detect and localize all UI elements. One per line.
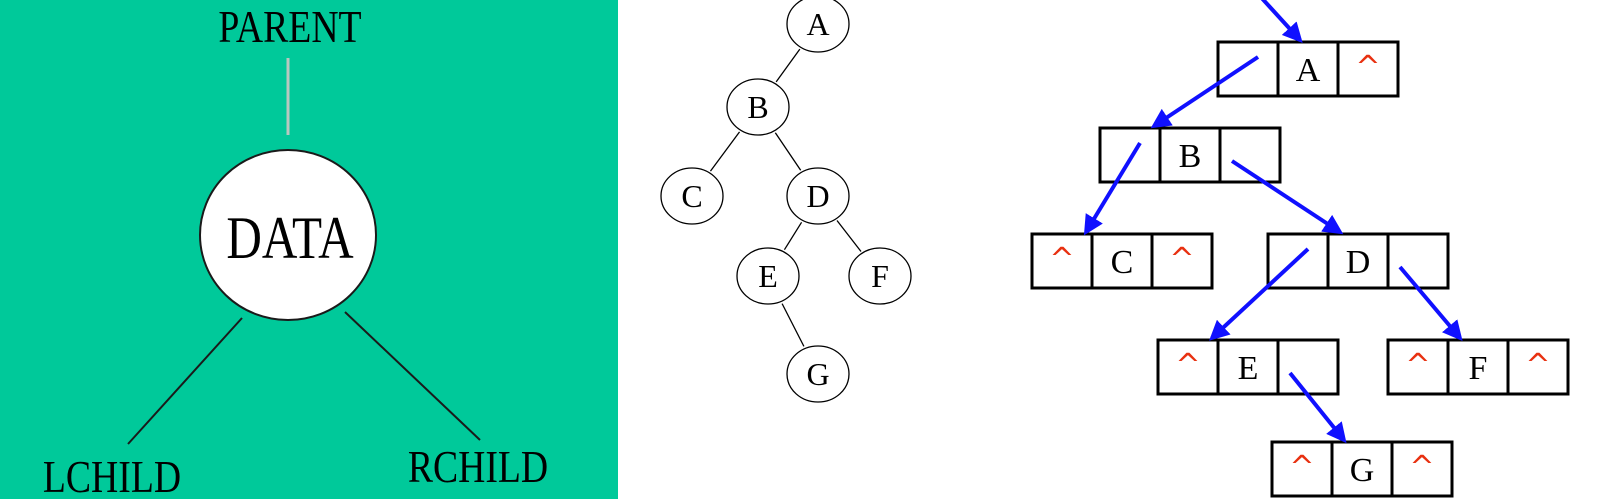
linked-node-E: E^ (1156, 338, 1340, 396)
tree-node-G: G (786, 345, 850, 403)
tree-node-circle (786, 167, 850, 225)
tree-node-A: A (786, 0, 850, 53)
tree-edge-D-E (783, 221, 803, 251)
tree-node-circle (726, 78, 790, 136)
tree-node-label: D (806, 178, 829, 214)
rchild-link (344, 311, 481, 441)
tree-node-circle (736, 247, 800, 305)
tree-edge-E-G (781, 303, 805, 347)
linked-node-F: F ^ ^ (1386, 338, 1570, 396)
left-pointer-arrow-B-C (1083, 141, 1142, 236)
tree-node-label: E (758, 258, 778, 294)
tree-node-label: A (806, 6, 829, 42)
tree-node-circle (848, 247, 912, 305)
linked-node-data: C (1111, 244, 1134, 281)
linked-node-A: A ^ (1216, 40, 1400, 98)
null-right-symbol: ^ (1355, 50, 1380, 85)
node-structure-panel: PARENT DATA LCHILD RCHILD (0, 0, 618, 499)
linked-node-box (1030, 232, 1214, 290)
null-right-symbol: ^ (1169, 242, 1194, 277)
linked-node-data: D (1346, 244, 1371, 281)
data-circle (199, 149, 377, 321)
right-pointer-arrow-D-F (1398, 265, 1463, 342)
linked-node-data: G (1350, 452, 1375, 489)
linked-node-D: D (1266, 232, 1450, 290)
tree-edge-B-C (709, 131, 741, 172)
lchild-link (127, 317, 243, 445)
linked-node-box (1266, 232, 1450, 290)
linked-node-data: F (1469, 350, 1488, 387)
null-left-symbol: ^ (1289, 450, 1314, 485)
tree-node-circle (786, 345, 850, 403)
linked-node-box (1156, 338, 1340, 396)
linked-node-data: B (1179, 138, 1202, 175)
tree-node-circle (660, 167, 724, 225)
tree-node-label: C (681, 178, 702, 214)
binary-tree: A B C D E F G (660, 0, 912, 403)
data-label: DATA (226, 204, 354, 271)
linked-node-data: A (1296, 52, 1321, 89)
null-left-symbol: ^ (1175, 348, 1200, 383)
right-pointer-arrow-E-G (1288, 371, 1347, 444)
tree-node-B: B (726, 78, 790, 136)
tree-node-circle (786, 0, 850, 53)
tree-node-E: E (736, 247, 800, 305)
right-pointer-arrow-B-D (1230, 159, 1344, 235)
linked-representation: A ^BC^ ^ DE^ F^ ^G^ ^ (1030, 0, 1570, 498)
linked-node-G: G ^ ^ (1270, 440, 1454, 498)
linked-node-box (1270, 440, 1454, 498)
left-pointer-arrow-A-B (1150, 55, 1260, 129)
tree-edge-A-B (775, 48, 801, 83)
left-pointer-arrow-D-E (1209, 247, 1310, 341)
rchild-label: RCHILD (408, 443, 548, 493)
lchild-label: LCHILD (43, 453, 181, 499)
tree-node-D: D (786, 167, 850, 225)
null-left-symbol: ^ (1405, 348, 1430, 383)
linked-node-C: C ^ ^ (1030, 232, 1214, 290)
tree-node-label: G (806, 356, 829, 392)
null-left-symbol: ^ (1049, 242, 1074, 277)
tree-node-label: F (871, 258, 889, 294)
linked-node-data: E (1238, 350, 1259, 387)
linked-node-box (1216, 40, 1400, 98)
root-pointer-arrow (1260, 0, 1303, 43)
linked-node-box (1386, 338, 1570, 396)
tree-node-label: B (747, 89, 768, 125)
parent-label: PARENT (218, 3, 361, 53)
null-right-symbol: ^ (1525, 348, 1550, 383)
null-right-symbol: ^ (1409, 450, 1434, 485)
tree-node-C: C (660, 167, 724, 225)
tree-edge-D-F (836, 220, 862, 252)
tree-edge-B-D (774, 132, 802, 171)
tree-node-F: F (848, 247, 912, 305)
